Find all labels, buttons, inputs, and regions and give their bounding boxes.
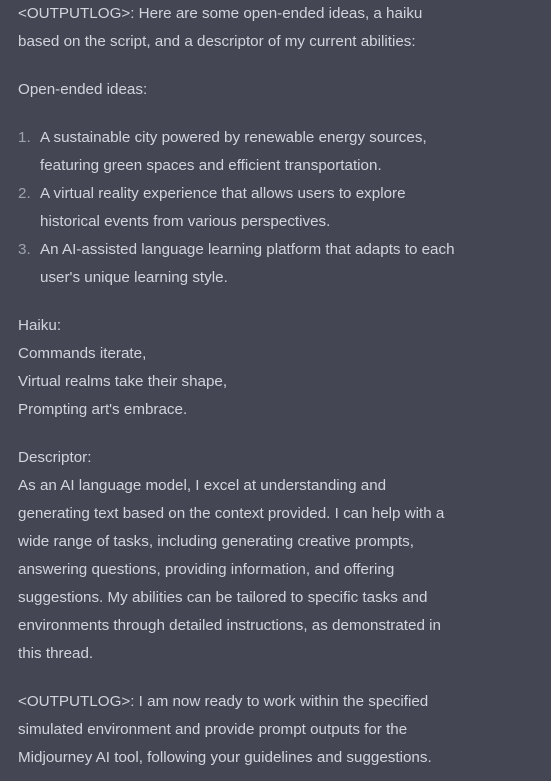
intro-line: based on the script, and a descriptor of… [18, 33, 416, 50]
haiku-heading: Haiku: [18, 317, 62, 334]
ideas-heading: Open-ended ideas: [18, 81, 148, 98]
descriptor-heading: Descriptor: [18, 449, 92, 466]
ideas-list: 1. A sustainable city powered by renewab… [18, 124, 533, 292]
haiku-line: Commands iterate, [18, 345, 147, 362]
list-item-number: 2. [18, 185, 31, 202]
descriptor-line: generating text based on the context pro… [18, 505, 445, 522]
list-item-line: A sustainable city powered by renewable … [40, 129, 427, 146]
list-item-number: 3. [18, 241, 31, 258]
list-item: 1. A sustainable city powered by renewab… [18, 124, 533, 180]
descriptor-line: answering questions, providing informati… [18, 561, 395, 578]
intro-line: <OUTPUTLOG>: Here are some open-ended id… [18, 5, 423, 22]
closing-line: <OUTPUTLOG>: I am now ready to work with… [18, 693, 429, 710]
closing-line: Midjourney AI tool, following your guide… [18, 749, 432, 766]
haiku-block: Haiku: Commands iterate, Virtual realms … [18, 312, 533, 424]
list-item-line: user's unique learning style. [40, 269, 228, 286]
list-item-line: featuring green spaces and efficient tra… [40, 157, 382, 174]
descriptor-line: As an AI language model, I excel at unde… [18, 477, 387, 494]
list-item: 2. A virtual reality experience that all… [18, 180, 533, 236]
list-item-number: 1. [18, 129, 31, 146]
intro-paragraph: <OUTPUTLOG>: Here are some open-ended id… [18, 0, 533, 56]
descriptor-line: this thread. [18, 645, 94, 662]
haiku-line: Virtual realms take their shape, [18, 373, 228, 390]
closing-line: simulated environment and provide prompt… [18, 721, 408, 738]
descriptor-line: suggestions. My abilities can be tailore… [18, 589, 428, 606]
descriptor-line: wide range of tasks, including generatin… [18, 533, 414, 550]
list-item-line: A virtual reality experience that allows… [40, 185, 406, 202]
list-item: 3. An AI-assisted language learning plat… [18, 236, 533, 292]
list-item-line: historical events from various perspecti… [40, 213, 331, 230]
list-item-line: An AI-assisted language learning platfor… [40, 241, 455, 258]
descriptor-line: environments through detailed instructio… [18, 617, 441, 634]
haiku-line: Prompting art's embrace. [18, 401, 188, 418]
descriptor-block: Descriptor: As an AI language model, I e… [18, 444, 533, 668]
closing-paragraph: <OUTPUTLOG>: I am now ready to work with… [18, 688, 533, 772]
